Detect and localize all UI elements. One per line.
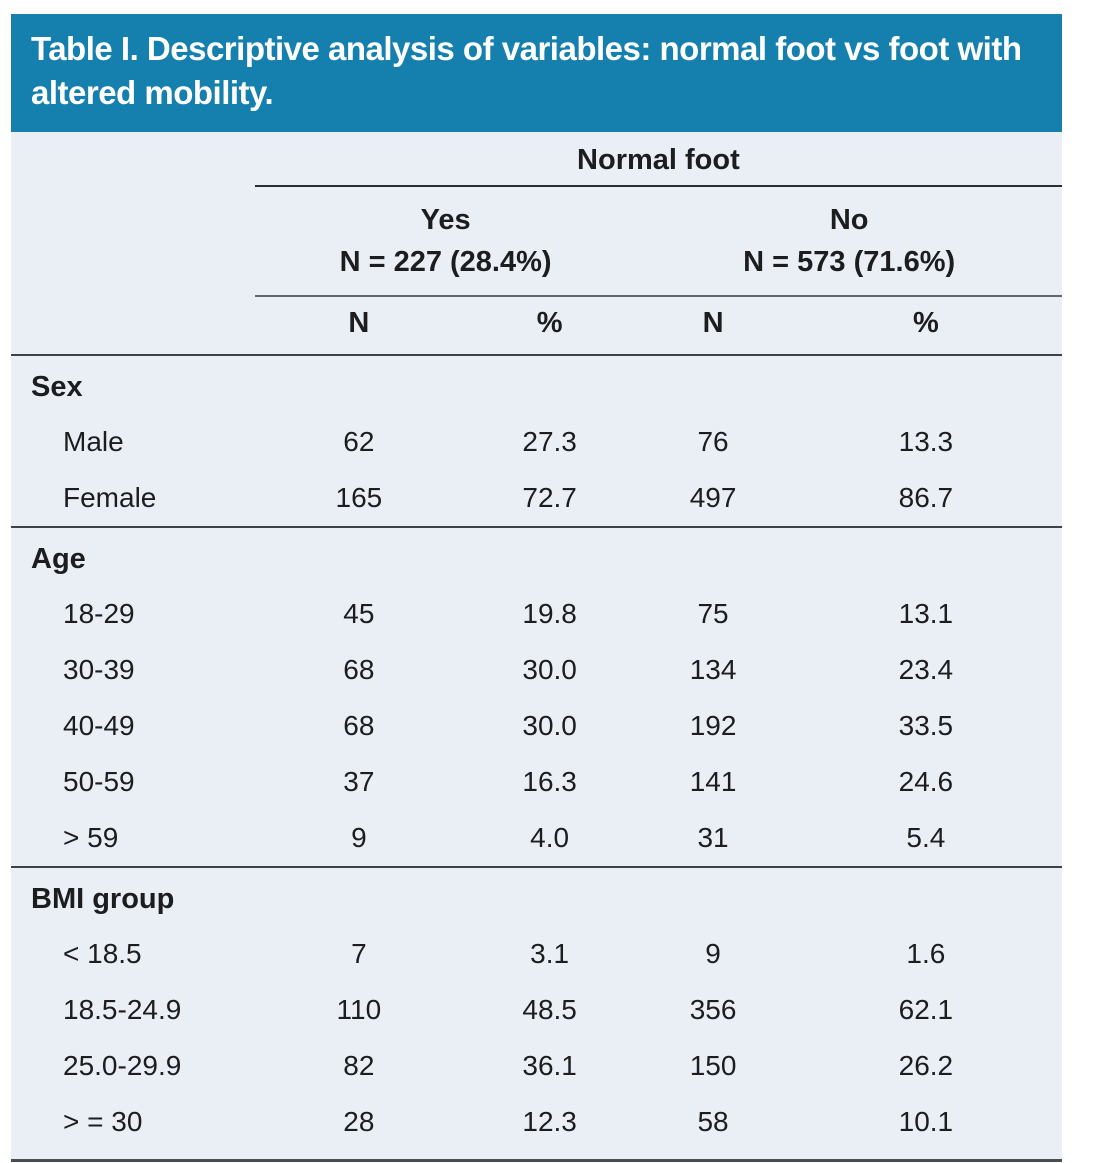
row-label: 50-59 <box>63 765 135 797</box>
group-header-row: Normal foot <box>11 131 1062 187</box>
row-label: 40-49 <box>63 709 135 741</box>
cell-value: 134 <box>689 653 737 685</box>
row-label: 25.0-29.9 <box>63 1049 182 1081</box>
cell-value: 76 <box>697 425 729 457</box>
table-row-female: Female 165 72.7 497 86.7 <box>11 470 1062 527</box>
cell-value: 82 <box>343 1049 375 1081</box>
descriptive-analysis-table: Normal foot Yes N = 227 (28.4%) No N = 5… <box>11 131 1062 1162</box>
subgroup-yes-n: N = 227 (28.4%) <box>339 245 552 278</box>
table-row-50-59: 50-59 37 16.3 141 24.6 <box>11 754 1062 810</box>
cell-value: 62.1 <box>898 993 954 1025</box>
cell-value: 9 <box>705 937 721 969</box>
subgroup-no-n: N = 573 (71.6%) <box>743 245 956 278</box>
cell-value: 7 <box>351 937 367 969</box>
cell-value: 30.0 <box>522 709 577 741</box>
cell-value: 192 <box>689 709 737 741</box>
cell-value: 68 <box>343 653 375 685</box>
cell-value: 3.1 <box>530 937 570 969</box>
row-label: 18.5-24.9 <box>63 993 182 1025</box>
row-label: 18-29 <box>63 597 135 629</box>
cell-value: 150 <box>689 1049 737 1081</box>
section-header-age: Age <box>11 525 1062 586</box>
subgroup-no-label: No <box>829 203 869 236</box>
cell-value: 28 <box>343 1105 375 1137</box>
cell-value: 72.7 <box>522 481 577 513</box>
cell-value: 23.4 <box>898 653 954 685</box>
section-name: Age <box>11 525 1062 586</box>
blank-cell <box>11 295 255 356</box>
cell-value: 86.7 <box>898 481 954 513</box>
cell-value: 68 <box>343 709 375 741</box>
cell-value: 75 <box>697 597 729 629</box>
column-header-pct-no: % <box>789 295 1062 356</box>
cell-value: 33.5 <box>898 709 954 741</box>
column-header-row: N % N % <box>11 295 1062 356</box>
cell-value: 497 <box>689 481 737 513</box>
table-row-over-59: > 59 9 4.0 31 5.4 <box>11 810 1062 867</box>
section-name: Sex <box>31 370 83 403</box>
cell-value: 10.1 <box>898 1105 954 1137</box>
table-title: Table I. Descriptive analysis of variabl… <box>31 30 1022 111</box>
cell-value: 141 <box>689 765 737 797</box>
row-label: 30-39 <box>63 653 135 685</box>
group-header-normal-foot: Normal foot <box>254 131 1062 187</box>
table-row-40-49: 40-49 68 30.0 192 33.5 <box>11 698 1062 754</box>
row-label: > = 30 <box>63 1105 143 1137</box>
cell-value: 58 <box>697 1105 729 1137</box>
table-row-18-29: 18-29 45 19.8 75 13.1 <box>11 586 1062 642</box>
table-row-18-5-24-9: 18.5-24.9 110 48.5 356 62.1 <box>11 982 1062 1038</box>
cell-value: 27.3 <box>522 425 577 457</box>
row-label: Male <box>63 425 124 457</box>
table-card: Table I. Descriptive analysis of variabl… <box>11 14 1062 1162</box>
cell-value: 9 <box>351 821 367 853</box>
cell-value: 48.5 <box>522 993 577 1025</box>
table-row-under-18-5: < 18.5 7 3.1 9 1.6 <box>11 926 1062 982</box>
section-header-sex: Sex <box>11 355 1062 414</box>
cell-value: 5.4 <box>906 821 946 853</box>
cell-value: 16.3 <box>522 765 577 797</box>
cell-value: 37 <box>343 765 375 797</box>
cell-value: 12.3 <box>522 1105 577 1137</box>
cell-value: 31 <box>697 821 729 853</box>
column-header-pct-yes: % <box>462 295 637 356</box>
cell-value: 24.6 <box>898 765 954 797</box>
cell-value: 36.1 <box>522 1049 577 1081</box>
cell-value: 4.0 <box>530 821 570 853</box>
cell-value: 19.8 <box>522 597 577 629</box>
cell-value: 26.2 <box>898 1049 954 1081</box>
subgroup-header-row: Yes N = 227 (28.4%) No N = 573 (71.6%) <box>11 185 1062 297</box>
table-row-25-0-29-9: 25.0-29.9 82 36.1 150 26.2 <box>11 1038 1062 1094</box>
cell-value: 62 <box>343 425 375 457</box>
table-row-30-plus: > = 30 28 12.3 58 10.1 <box>11 1094 1062 1161</box>
blank-cell <box>11 186 255 296</box>
section-header-bmi-group: BMI group <box>11 865 1062 926</box>
row-label: < 18.5 <box>63 937 142 969</box>
cell-value: 13.3 <box>898 425 954 457</box>
cell-value: 13.1 <box>898 597 954 629</box>
cell-value: 165 <box>335 481 383 513</box>
section-name: BMI group <box>11 865 1062 926</box>
table-title-bar: Table I. Descriptive analysis of variabl… <box>11 14 1062 132</box>
cell-value: 110 <box>336 993 382 1025</box>
subgroup-header-yes: Yes N = 227 (28.4%) <box>254 185 637 297</box>
column-header-n-no: N <box>636 295 790 356</box>
table-row-male: Male 62 27.3 76 13.3 <box>11 414 1062 470</box>
table-row-30-39: 30-39 68 30.0 134 23.4 <box>11 642 1062 698</box>
row-label: > 59 <box>63 821 119 853</box>
cell-value: 1.6 <box>906 937 946 969</box>
row-label: Female <box>63 481 157 513</box>
cell-value: 356 <box>689 993 737 1025</box>
subgroup-yes-label: Yes <box>420 203 471 236</box>
blank-cell <box>11 132 255 186</box>
cell-value: 45 <box>343 597 375 629</box>
cell-value: 30.0 <box>522 653 577 685</box>
subgroup-header-no: No N = 573 (71.6%) <box>636 185 1062 297</box>
column-header-n-yes: N <box>254 295 463 356</box>
